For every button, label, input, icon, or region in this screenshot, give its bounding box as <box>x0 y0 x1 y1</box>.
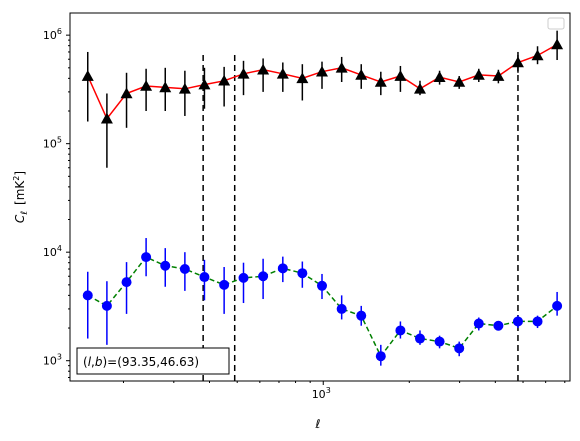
data-point <box>375 351 386 362</box>
data-point <box>198 78 211 90</box>
data-point <box>374 76 387 87</box>
data-point <box>178 82 191 94</box>
data-point <box>335 61 348 73</box>
data-point <box>258 271 269 282</box>
data-point <box>511 56 524 68</box>
data-point <box>100 112 113 124</box>
y-tick-label-3: 106 <box>43 27 62 42</box>
y-tick-label-0: 103 <box>43 353 62 368</box>
data-point <box>121 277 132 288</box>
data-point <box>453 76 466 87</box>
axes: 103 104 105 106 103 <box>43 27 566 401</box>
data-point <box>434 336 445 347</box>
data-point <box>395 325 406 336</box>
data-point <box>179 263 190 274</box>
series-1 <box>82 238 563 366</box>
data-point <box>160 260 171 271</box>
data-point <box>454 343 465 354</box>
data-point <box>81 70 94 81</box>
data-point <box>512 316 523 327</box>
x-tick-label-0: 103 <box>312 386 331 401</box>
plot-frame <box>69 12 571 382</box>
data-point <box>473 318 484 329</box>
data-point <box>218 74 231 86</box>
y-tick-label-2: 105 <box>43 136 62 151</box>
plot-area <box>81 30 564 381</box>
data-point <box>257 63 270 75</box>
y-axis-label: Cℓ[mK2] <box>12 171 30 223</box>
data-point <box>199 272 210 283</box>
data-point <box>316 65 329 77</box>
data-point <box>336 303 347 314</box>
data-point <box>297 268 308 279</box>
legend-box <box>547 17 565 30</box>
data-point <box>238 272 249 283</box>
data-point <box>141 252 152 263</box>
x-axis-label: ℓ <box>315 417 321 431</box>
data-point <box>101 300 112 311</box>
data-point <box>551 38 564 50</box>
data-point <box>276 67 289 79</box>
data-point <box>237 67 250 79</box>
data-point <box>219 279 230 290</box>
series-0 <box>81 30 564 168</box>
data-point <box>120 87 133 99</box>
data-point <box>414 333 425 344</box>
data-point <box>472 68 485 80</box>
y-tick-label-1: 104 <box>43 244 62 259</box>
data-point <box>317 280 328 291</box>
data-point <box>531 49 544 61</box>
data-point <box>140 79 153 91</box>
data-point <box>277 263 288 274</box>
data-point <box>552 300 563 311</box>
annotation-text: (l,b)=(93.35,46.63) <box>83 355 199 369</box>
data-point <box>492 70 505 81</box>
data-point <box>394 70 407 81</box>
data-point <box>532 316 543 327</box>
data-point <box>433 71 446 82</box>
data-point <box>159 81 172 93</box>
data-point <box>82 290 93 301</box>
data-point <box>296 72 309 84</box>
data-point <box>355 68 368 80</box>
data-point <box>356 310 367 321</box>
data-point <box>413 82 426 94</box>
annotation-box: (l,b)=(93.35,46.63) <box>76 347 230 375</box>
data-point <box>493 320 504 331</box>
